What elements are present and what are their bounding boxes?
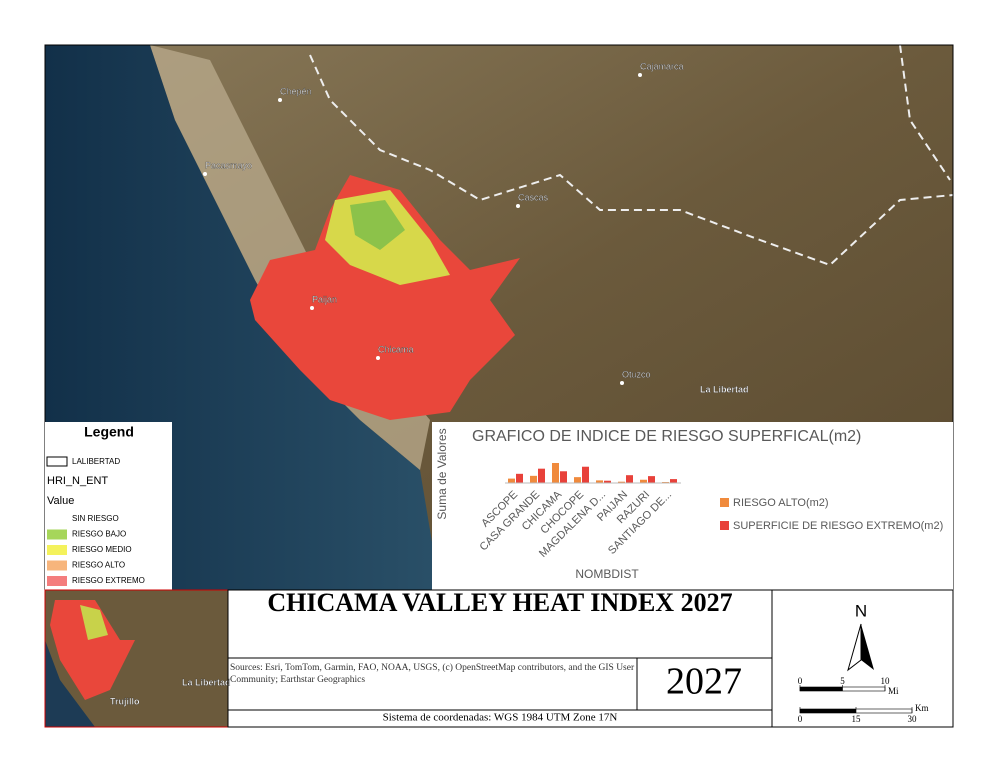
bar: [604, 480, 611, 483]
place-label: Paijan: [312, 294, 337, 304]
place-dot: [310, 306, 314, 310]
legend-label: LALIBERTAD: [72, 457, 120, 466]
scale-bar-segment: [800, 709, 856, 713]
scale-unit: Km: [915, 703, 929, 713]
place-labels: Cajamarca Chepén Pacasmayo Cascas Paijan Chic…: [203, 61, 749, 395]
inset-map: [45, 590, 228, 727]
place-label: Otuzco: [622, 369, 651, 379]
legend-label: RIESGO BAJO: [72, 530, 126, 539]
bar: [648, 476, 655, 483]
place-label: Chepén: [280, 86, 312, 96]
scale-tick-label: 10: [881, 676, 891, 686]
bar: [596, 480, 603, 483]
map-title: CHICAMA VALLEY HEAT INDEX 2027: [267, 588, 732, 617]
legend-layer: HRI_N_ENT: [47, 475, 108, 487]
bar: [670, 479, 677, 483]
legend-label: RIESGO ALTO(m2): [733, 497, 829, 509]
legend-label: RIESGO MEDIO: [72, 545, 132, 554]
legend: Legend LALIBERTAD HRI_N_ENT Value SIN RIESGO…: [46, 424, 145, 586]
legend-swatch: [46, 456, 68, 467]
place-dot: [376, 356, 380, 360]
legend-swatch: [47, 545, 67, 555]
scale-tick-label: 0: [798, 714, 803, 724]
place-dot: [638, 73, 642, 77]
legend-label: SIN RIESGO: [72, 514, 119, 523]
bar: [582, 466, 589, 483]
place-label: Cajamarca: [640, 61, 684, 71]
inset-label: Trujillo: [110, 696, 140, 706]
year: 2027: [666, 661, 742, 703]
chart-panel: [432, 422, 953, 590]
x-axis-label: NOMBDIST: [575, 567, 639, 581]
legend-label: RIESGO ALTO: [72, 561, 125, 570]
sources: Sources: Esri, TomTom, Garmin, FAO, NOAA…: [230, 663, 635, 685]
bar: [530, 475, 537, 483]
bar: [574, 477, 581, 483]
inset-labels: La Libertad Trujillo: [110, 677, 231, 706]
place-dot: [203, 172, 207, 176]
legend-swatch: [47, 514, 67, 524]
legend-label: RIESGO EXTREMO: [72, 576, 145, 585]
place-dot: [278, 98, 282, 102]
place-label: Cascas: [518, 192, 549, 202]
place-label: Pacasmayo: [205, 160, 252, 170]
scale-bar-segment: [800, 687, 843, 691]
scale-tick-label: 0: [798, 676, 803, 686]
place-label: Chicama: [378, 344, 414, 354]
north-label: N: [855, 601, 867, 620]
scale-unit: Mi: [888, 686, 899, 696]
bar: [508, 478, 515, 483]
legend-swatch: [47, 529, 67, 540]
scale-tick-label: 5: [840, 676, 845, 686]
legend-title: Legend: [84, 424, 134, 440]
legend-swatch: [47, 576, 67, 586]
bar: [516, 473, 523, 483]
main-map: [45, 45, 953, 590]
bar: [560, 471, 567, 483]
bar: [626, 475, 633, 483]
chart-title: GRAFICO DE INDICE DE RIESGO SUPERFICAL(m…: [472, 428, 861, 445]
scale-tick-label: 15: [852, 714, 862, 724]
legend-label: SUPERFICIE DE RIESGO EXTREMO(m2): [733, 520, 943, 532]
legend-swatch: [720, 521, 729, 530]
bar: [552, 463, 559, 483]
legend-swatch: [720, 498, 729, 507]
bar: [538, 468, 545, 483]
place-label: La Libertad: [700, 384, 749, 394]
scale-tick-label: 30: [908, 714, 918, 724]
bar: [640, 479, 647, 483]
bar: [618, 481, 625, 483]
inset-label: La Libertad: [182, 677, 231, 687]
y-axis-label: Suma de Valores: [435, 428, 449, 519]
place-dot: [620, 381, 624, 385]
legend-swatch: [47, 560, 67, 571]
coordinates: Sistema de coordenadas: WGS 1984 UTM Zon…: [383, 712, 618, 724]
legend-field: Value: [47, 495, 74, 507]
place-dot: [516, 204, 520, 208]
